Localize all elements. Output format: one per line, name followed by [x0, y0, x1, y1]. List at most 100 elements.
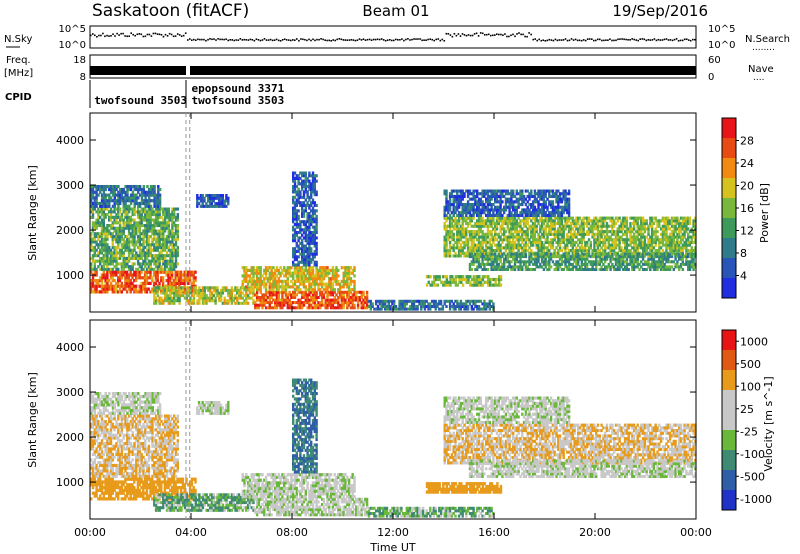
- range-gate-cell: [519, 235, 522, 239]
- range-gate-cell: [604, 219, 607, 223]
- range-gate-cell: [140, 284, 143, 288]
- range-gate-cell: [472, 277, 476, 282]
- range-gate-cell: [160, 296, 163, 300]
- range-gate-cell: [586, 254, 589, 258]
- range-gate-cell: [498, 277, 501, 282]
- range-gate-cell: [485, 305, 488, 308]
- range-gate-cell: [477, 216, 481, 220]
- range-gate-cell: [126, 193, 129, 197]
- range-gate-cell: [221, 291, 225, 295]
- range-gate-cell: [486, 257, 490, 261]
- range-gate-cell: [643, 254, 647, 258]
- range-gate-cell: [155, 201, 158, 206]
- range-gate-cell: [466, 230, 470, 234]
- range-gate-cell: [465, 235, 468, 239]
- range-gate-cell: [329, 268, 333, 272]
- range-gate-cell: [100, 281, 104, 285]
- range-gate-cell: [167, 229, 170, 233]
- range-gate-cell: [438, 275, 441, 279]
- range-gate-cell: [533, 260, 537, 264]
- range-gate-cell: [456, 305, 459, 308]
- range-gate-cell: [167, 248, 170, 252]
- range-gate-cell: [549, 240, 553, 244]
- nsky-point: [128, 35, 130, 37]
- range-gate-cell: [625, 227, 629, 231]
- range-gate-cell: [124, 256, 127, 260]
- range-gate-cell: [129, 232, 133, 236]
- range-gate-cell: [129, 235, 133, 239]
- range-gate-cell: [163, 248, 167, 252]
- range-gate-cell: [91, 201, 95, 206]
- range-gate-cell: [524, 216, 528, 220]
- range-gate-cell: [149, 259, 152, 263]
- range-gate-cell: [255, 279, 259, 283]
- range-gate-cell: [90, 196, 93, 200]
- range-gate-cell: [142, 235, 145, 239]
- range-gate-cell: [625, 249, 629, 253]
- range-gate-cell: [549, 224, 553, 228]
- range-gate-cell: [625, 243, 629, 247]
- range-gate-cell: [163, 296, 167, 300]
- range-gate-cell: [465, 275, 468, 279]
- range-gate-cell: [97, 232, 100, 236]
- range-gate-cell: [322, 282, 326, 286]
- range-gate-cell: [111, 232, 114, 236]
- range-gate-cell: [131, 193, 135, 197]
- range-gate-cell: [297, 268, 300, 272]
- range-gate-cell: [465, 230, 468, 234]
- range-gate-cell: [308, 279, 311, 283]
- range-gate-cell: [174, 291, 178, 295]
- range-gate-cell: [263, 303, 266, 307]
- range-gate-cell: [679, 230, 683, 234]
- range-gate-cell: [457, 307, 461, 311]
- range-gate-cell: [632, 222, 636, 226]
- range-gate-cell: [257, 277, 261, 281]
- range-gate-cell: [144, 193, 147, 197]
- range-gate-cell: [146, 185, 149, 189]
- range-gate-cell: [501, 240, 504, 244]
- range-gate-cell: [293, 268, 297, 272]
- range-gate-cell: [281, 306, 284, 310]
- range-gate-cell: [679, 235, 683, 239]
- range-gate-cell: [530, 224, 533, 228]
- range-gate-cell: [668, 235, 672, 239]
- range-gate-cell: [414, 299, 417, 303]
- range-gate-cell: [124, 207, 127, 211]
- range-gate-cell: [178, 276, 181, 280]
- range-gate-cell: [526, 243, 529, 247]
- range-gate-cell: [492, 265, 495, 269]
- range-gate-cell: [185, 273, 188, 277]
- range-gate-cell: [436, 277, 439, 282]
- range-gate-cell: [268, 306, 271, 310]
- range-gate-cell: [449, 283, 452, 287]
- range-gate-cell: [93, 259, 96, 263]
- range-gate-cell: [129, 199, 133, 203]
- range-gate-cell: [589, 227, 592, 231]
- range-gate-cell: [176, 291, 179, 295]
- range-gate-cell: [147, 287, 150, 291]
- range-gate-cell: [477, 224, 481, 228]
- range-gate-cell: [279, 290, 282, 294]
- range-gate-cell: [127, 251, 131, 255]
- range-gate-cell: [115, 248, 118, 252]
- range-gate-cell: [117, 190, 120, 194]
- nsky-point: [641, 38, 644, 40]
- range-gate-cell: [499, 216, 502, 220]
- range-gate-cell: [113, 215, 116, 219]
- range-gate-cell: [474, 257, 477, 261]
- range-gate-cell: [504, 243, 508, 247]
- range-gate-cell: [167, 262, 170, 266]
- range-gate-cell: [402, 305, 405, 308]
- range-gate-cell: [263, 271, 266, 275]
- range-gate-cell: [553, 232, 556, 236]
- nsky-point: [467, 34, 470, 36]
- range-gate-cell: [486, 216, 490, 220]
- nsky-point: [548, 38, 551, 41]
- range-gate-cell: [93, 290, 96, 294]
- range-gate-cell: [488, 222, 491, 226]
- range-gate-cell: [614, 235, 618, 239]
- range-gate-cell: [270, 271, 273, 275]
- range-gate-cell: [124, 287, 127, 291]
- range-gate-cell: [528, 240, 531, 244]
- range-gate-cell: [582, 222, 585, 226]
